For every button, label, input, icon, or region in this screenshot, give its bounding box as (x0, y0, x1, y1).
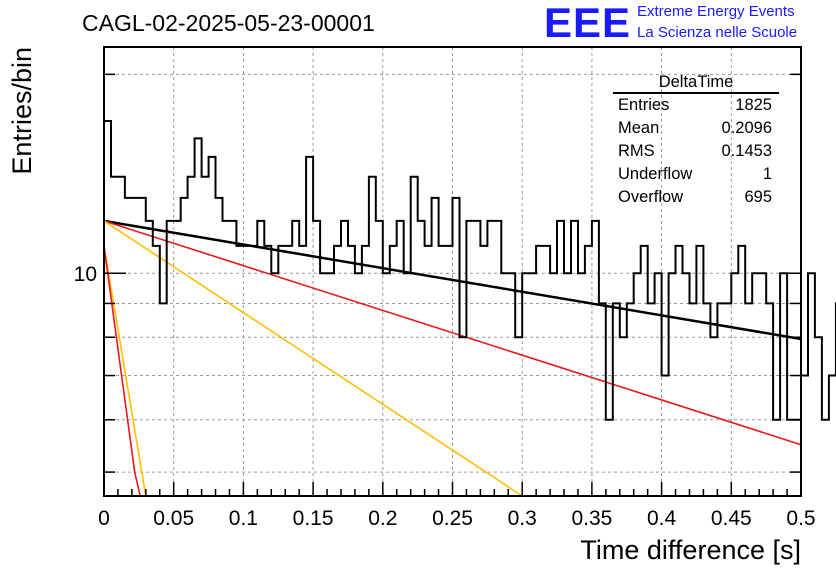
stats-label: Overflow (618, 188, 684, 206)
y-ticks: 10 (74, 73, 801, 473)
fit-curve (103, 220, 802, 446)
stats-row: Mean 0.2096 (611, 117, 779, 140)
fit-curve (103, 245, 147, 497)
fit-curve (103, 219, 802, 341)
x-tick-label: 0.35 (571, 507, 612, 530)
y-tick-label: 10 (74, 263, 97, 286)
x-tick-label: 0.3 (508, 507, 537, 530)
stats-row: Underflow 1 (611, 163, 779, 186)
grid-lines (104, 47, 801, 496)
logo-line-1: Extreme Energy Events (637, 3, 795, 20)
x-tick-label: 0.5 (786, 507, 815, 530)
x-tick-label: 0.25 (432, 507, 473, 530)
stats-label: Underflow (618, 165, 693, 183)
x-axis-label: Time difference [s] (580, 535, 801, 565)
x-tick-label: 0.4 (647, 507, 677, 530)
stats-label: Mean (618, 119, 660, 137)
stats-title: DeltaTime (613, 72, 779, 94)
x-tick-label: 0.45 (711, 507, 752, 530)
logo-line-2: La Scienza nelle Scuole (637, 24, 798, 41)
stats-row: Entries 1825 (611, 94, 779, 117)
stats-value: 1825 (735, 96, 772, 114)
x-ticks: 0 0.05 0.1 0.15 0.2 0.25 0.3 0.35 0.4 0.45 0.5 (98, 482, 816, 530)
eee-logo: EEE (544, 0, 632, 46)
stats-value: 1 (762, 165, 772, 183)
stats-label: RMS (618, 142, 655, 160)
stats-row: RMS 0.1453 (611, 140, 779, 163)
stats-row: Overflow 695 (611, 186, 779, 209)
fit-curves (103, 219, 802, 497)
stats-value: 0.1453 (721, 142, 772, 160)
stats-value: 695 (744, 188, 772, 206)
fit-curve (103, 245, 141, 497)
x-tick-label: 0.05 (153, 507, 194, 530)
x-tick-label: 0.1 (229, 507, 258, 530)
fit-curve (103, 220, 523, 497)
chart-title: CAGL-02-2025-05-23-00001 (82, 10, 375, 36)
x-tick-label: 0.2 (368, 507, 397, 530)
x-tick-label: 0.15 (293, 507, 334, 530)
stats-value: 0.2096 (721, 119, 772, 137)
y-axis-label: Entries/bin (7, 47, 37, 175)
stats-label: Entries (618, 96, 670, 114)
stats-box: DeltaTime Entries 1825 Mean 0.2096 RMS 0… (611, 72, 779, 209)
x-tick-label: 0 (98, 507, 110, 530)
